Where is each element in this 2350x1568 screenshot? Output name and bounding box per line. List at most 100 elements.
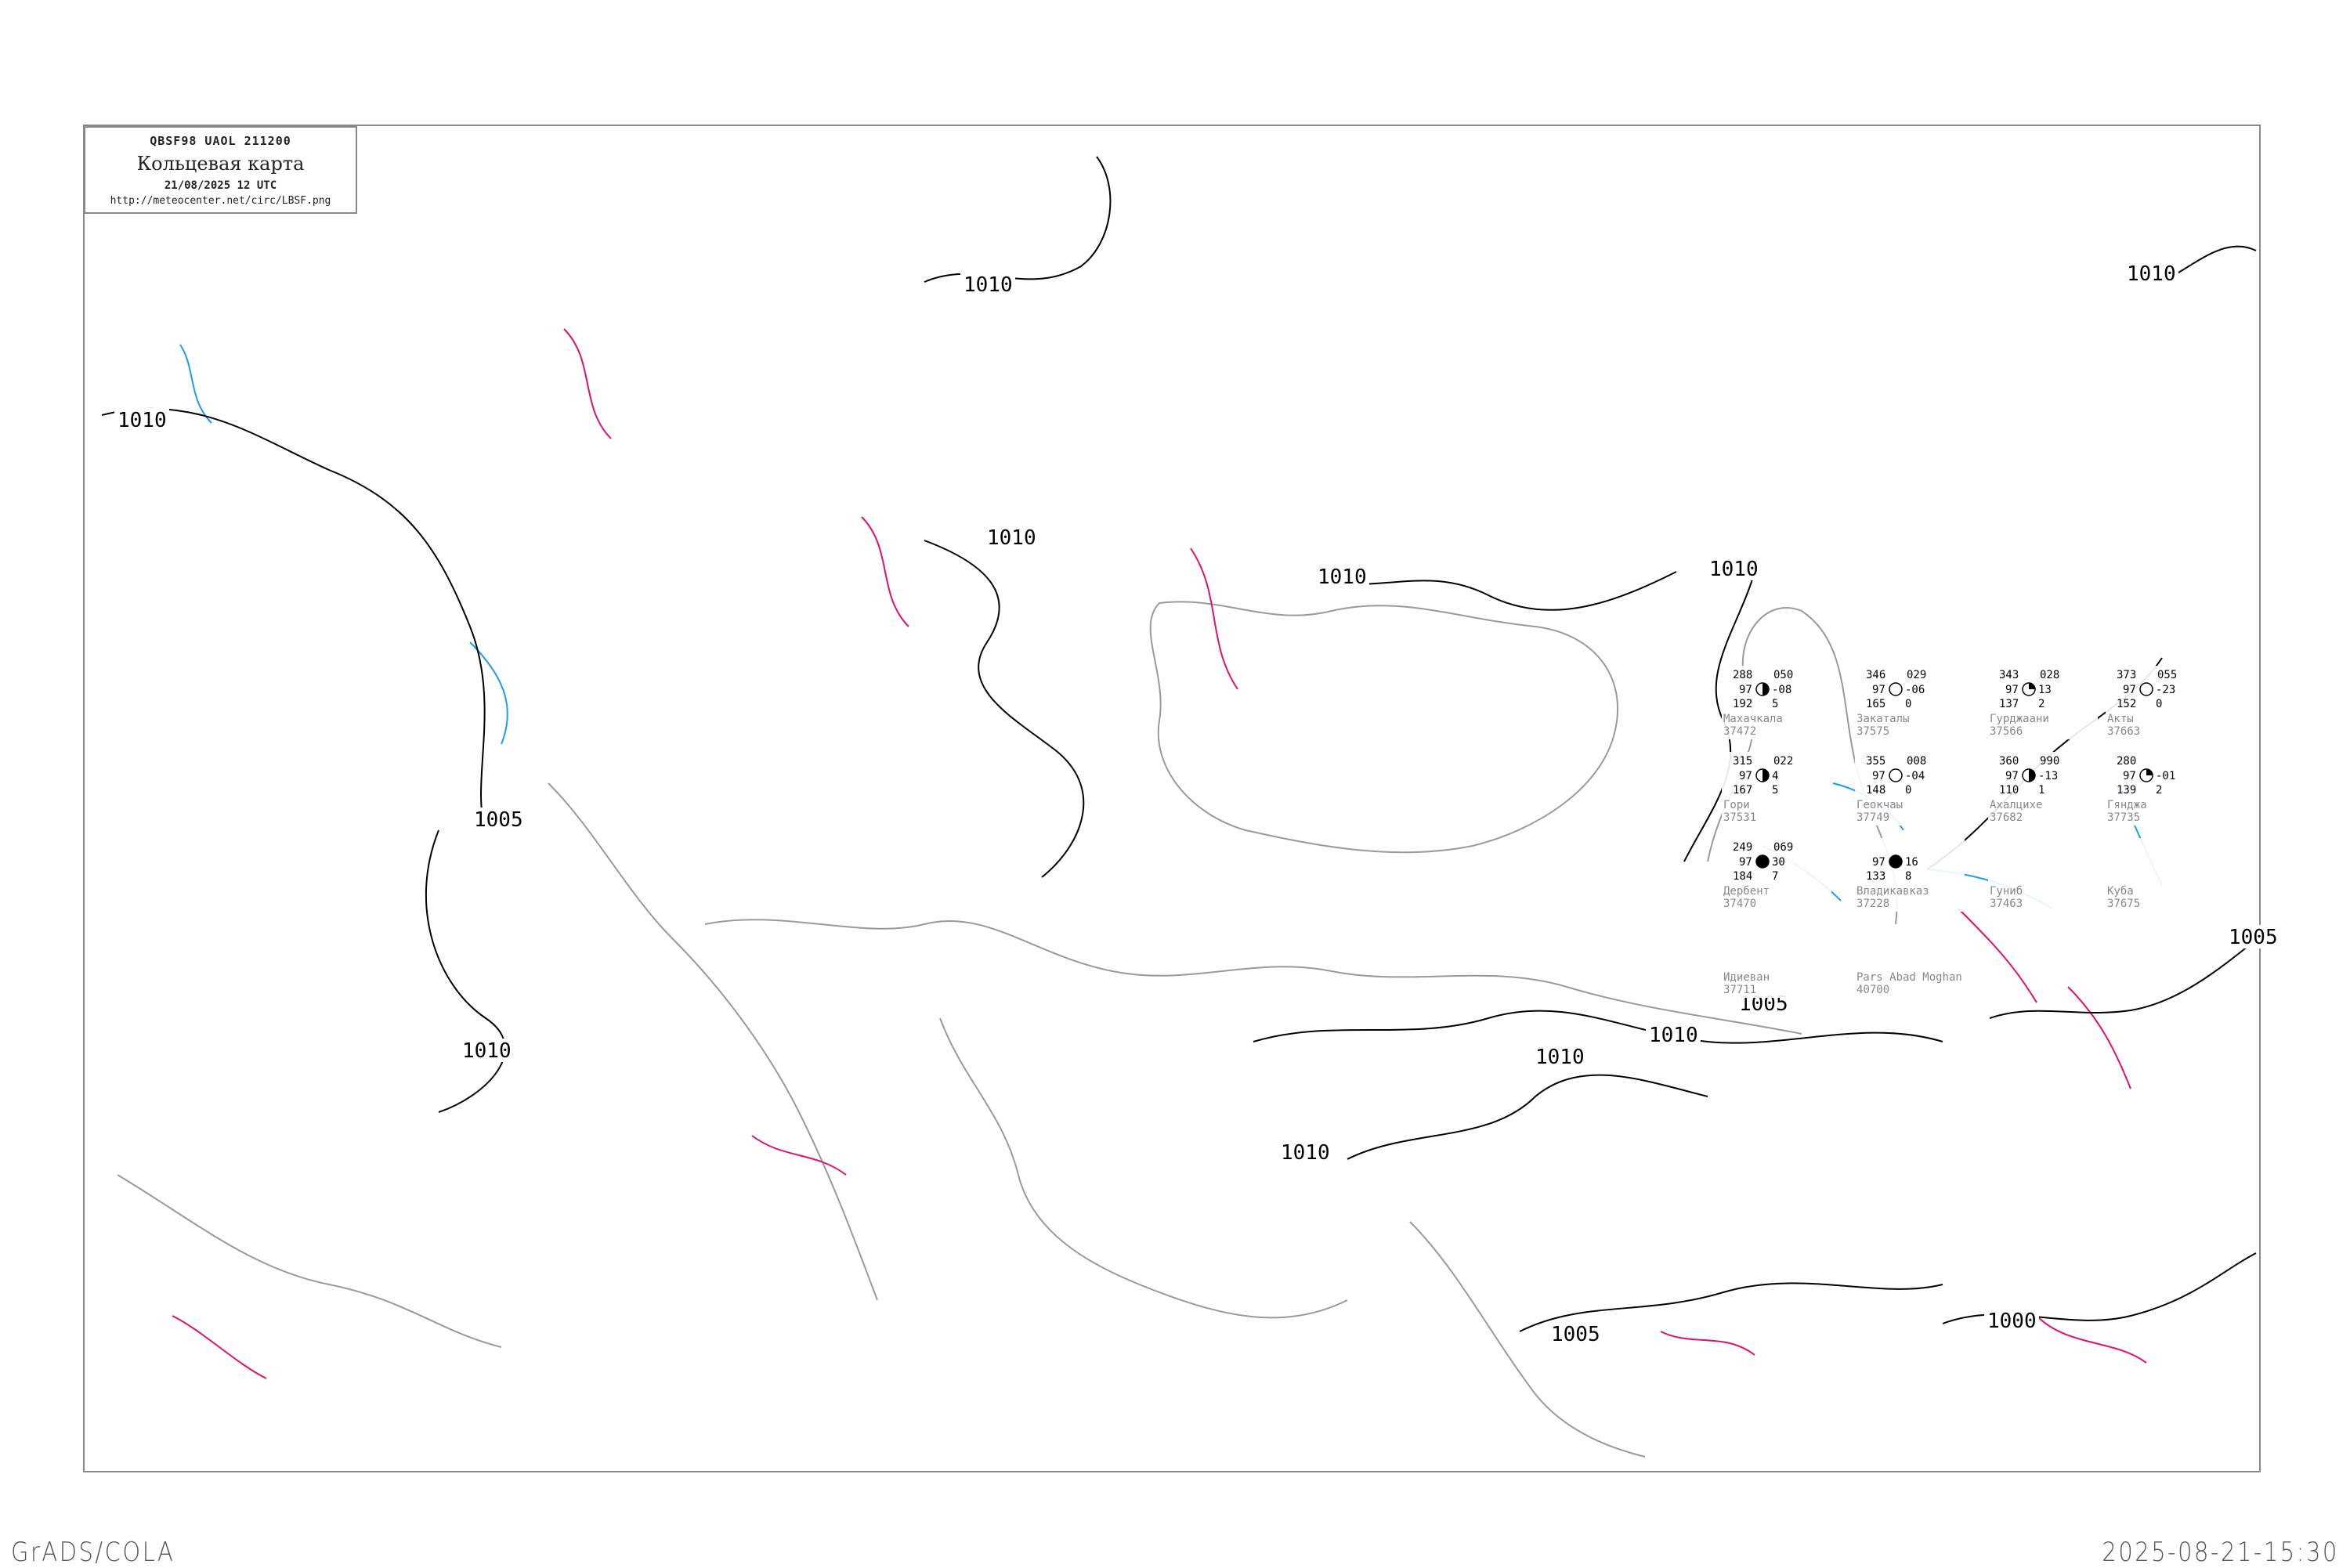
map-frame — [83, 125, 2261, 1472]
temperature: 249 — [1733, 841, 1752, 854]
dewpoint: 97 — [2123, 770, 2136, 782]
station-name: Махачкала — [1723, 713, 1783, 725]
station-id: 37463 — [1990, 898, 2023, 910]
station-id: 37711 — [1723, 984, 1756, 996]
isobar-label: 1010 — [964, 273, 1013, 297]
station-plot-bg — [1988, 666, 2098, 739]
pressure-tendency: -23 — [2156, 684, 2175, 696]
pressure: 184 — [1733, 870, 1752, 883]
station-plot-bg — [1722, 838, 1831, 912]
tendency-code: 2 — [2156, 784, 2162, 797]
temperature: 280 — [2117, 755, 2136, 768]
temperature: 346 — [1866, 669, 1885, 681]
isobar-label: 1010 — [1535, 1046, 1585, 1069]
station-plot-bg — [1855, 752, 1965, 826]
tendency-code: 8 — [1905, 870, 1911, 883]
pressure-tendency: -06 — [1905, 684, 1925, 696]
station-id: 37675 — [2107, 898, 2140, 910]
pressure: 139 — [2117, 784, 2136, 797]
half-cover-fill — [1762, 683, 1769, 695]
station-id: 37472 — [1723, 725, 1756, 738]
dewpoint: 97 — [1739, 770, 1752, 782]
station-id: 37531 — [1723, 811, 1756, 824]
isobar-label-bg — [114, 408, 169, 432]
cloud-cover-icon — [1889, 768, 1903, 782]
temperature: 315 — [1733, 755, 1752, 768]
isobar-label: 1010 — [1709, 558, 1759, 581]
station-id: 37575 — [1856, 725, 1889, 738]
dewpoint: 97 — [2005, 684, 2019, 696]
station-id: 37663 — [2107, 725, 2140, 738]
station-plot-bg — [1988, 752, 2098, 826]
tendency-code: 0 — [1905, 698, 1911, 710]
cloud-cover-icon — [1889, 854, 1903, 869]
tendency-code: 2 — [2038, 698, 2044, 710]
station-name: Гурджаани — [1990, 713, 2049, 725]
isallobars — [172, 328, 2147, 1379]
dewpoint: 97 — [1872, 856, 1885, 869]
pressure: 192 — [1733, 698, 1752, 710]
isobar-label: 1010 — [118, 409, 167, 432]
pressure: 167 — [1733, 784, 1752, 797]
station-id: 40700 — [1856, 984, 1889, 996]
software-credit: GrADS/COLA — [11, 1537, 175, 1568]
tendency-code: 5 — [1772, 784, 1778, 797]
quarter-cover-fill — [2029, 683, 2035, 689]
isobar-label-bg — [1278, 1140, 1332, 1164]
tendency-code: 1 — [2038, 784, 2044, 797]
quarter-cover-fill — [2146, 769, 2153, 775]
isobar-label-bg — [984, 526, 1039, 549]
upper-value: 029 — [1907, 669, 1926, 681]
bulletin-code: QBSF98 UAOL 211200 — [150, 134, 291, 148]
upper-value: 055 — [2157, 669, 2177, 681]
isobar-label-bg — [2124, 262, 2178, 285]
upper-value: 028 — [2040, 669, 2059, 681]
pressure-tendency: -08 — [1772, 684, 1791, 696]
isobar-label: 1005 — [2229, 926, 2278, 949]
half-cover-fill — [2029, 769, 2035, 782]
station-id: 37566 — [1990, 725, 2023, 738]
isobar-label-bg — [960, 273, 1015, 296]
isobar-label-bg — [1532, 1045, 1587, 1068]
station-name: Гянджа — [2107, 799, 2147, 811]
map-datetime: 21/08/2025 12 UTC — [164, 179, 277, 192]
temperature: 343 — [1999, 669, 2019, 681]
half-cover-fill — [1762, 769, 1769, 782]
station-plot-bg — [1722, 666, 1831, 739]
pressure: 165 — [1866, 698, 1885, 710]
isobar-label-bg — [1984, 1309, 2039, 1332]
cloud-cover-icon — [2139, 682, 2153, 696]
pressure-tendency: 4 — [1772, 770, 1778, 782]
isobar-label: 1010 — [462, 1039, 512, 1063]
station-plot-bg — [1722, 924, 1831, 998]
station-name: Закаталы — [1856, 713, 1909, 725]
station-name: Ахалцихе — [1990, 799, 2042, 811]
station-name: Акты — [2107, 713, 2134, 725]
map-title: Кольцевая карта — [136, 153, 305, 175]
temperature: 360 — [1999, 755, 2019, 768]
isobar-label: 1010 — [1318, 565, 1367, 589]
tendency-code: 0 — [1905, 784, 1911, 797]
station-plot-bg — [1855, 838, 1965, 912]
station-plot-bg — [2106, 666, 2215, 739]
pressure: 148 — [1866, 784, 1885, 797]
isobar-label-bg — [1706, 557, 1761, 580]
station-name: Pars Abad Moghan — [1856, 971, 1962, 984]
station-name: Владикавказ — [1856, 885, 1929, 898]
cloud-cover-icon — [1889, 682, 1903, 696]
isobar-label: 1010 — [2127, 262, 2176, 286]
station-id: 37682 — [1990, 811, 2023, 824]
isobar-label: 1005 — [474, 808, 523, 832]
dewpoint: 97 — [2123, 684, 2136, 696]
isobar-label-bg — [459, 1039, 514, 1062]
